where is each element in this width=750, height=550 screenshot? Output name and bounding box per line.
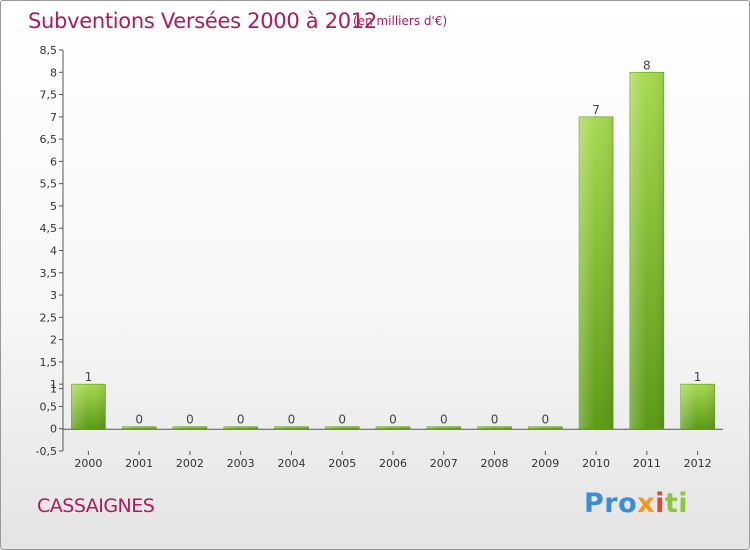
bar-shine-2000 [71,384,106,429]
bar-shine-2003 [223,426,258,429]
y-tick-label: 1,5 [40,356,58,369]
y-tick-label: 1 [50,378,57,391]
y-tick-label: 7 [50,111,57,124]
logo-part-1: Pro [584,488,638,519]
x-tick-label-2002: 2002 [176,457,204,470]
y-tick-label: 5 [50,200,57,213]
chart-axes: -0,500,5111,522,533,544,555,566,577,588,… [36,44,723,458]
data-label-2010: 7 [592,103,600,117]
logo-part-3: i [655,488,665,519]
data-label-2000: 1 [85,370,93,384]
data-label-2007: 0 [440,413,448,427]
chart-subtitle: (en milliers d'€) [353,14,448,28]
bar-shine-2001 [122,426,157,429]
y-tick-label: 0,5 [40,400,58,413]
x-tick-label-2010: 2010 [582,457,610,470]
y-tick-label: 4 [50,245,57,258]
y-tick-label: 3 [50,289,57,302]
data-label-2004: 0 [288,413,296,427]
proxiti-logo[interactable]: Proxiti [584,488,688,519]
y-tick-label: 3,5 [40,267,58,280]
logo-part-2: x [637,488,656,519]
data-label-2012: 1 [694,370,702,384]
bar-shine-2009 [528,426,563,429]
x-tick-label-2008: 2008 [481,457,509,470]
data-label-2009: 0 [541,413,549,427]
logo-part-4: ti [664,488,689,519]
bar-shine-2007 [426,426,461,429]
y-tick-label: -0,5 [36,445,57,458]
y-tick-label: 1 [50,383,57,396]
x-tick-label-2001: 2001 [125,457,153,470]
x-tick-label-2006: 2006 [379,457,407,470]
commune-name: CASSAIGNES [37,495,155,517]
y-tick-label: 0 [50,423,57,436]
x-tick-label-2004: 2004 [277,457,305,470]
y-tick-label: 5,5 [40,178,58,191]
data-label-2011: 8 [643,58,651,72]
bar-shine-2005 [325,426,360,429]
bar-shine-2012 [680,384,715,429]
y-tick-label: 8,5 [40,44,58,57]
y-tick-label: 2,5 [40,311,58,324]
y-tick-label: 8 [50,66,57,79]
x-tick-label-2011: 2011 [633,457,661,470]
x-tick-label-2009: 2009 [531,457,559,470]
data-label-2003: 0 [237,413,245,427]
y-tick-label: 4,5 [40,222,58,235]
data-label-2006: 0 [389,413,397,427]
data-label-2002: 0 [186,413,194,427]
x-tick-label-2005: 2005 [328,457,356,470]
bar-shine-2004 [274,426,309,429]
data-label-2001: 0 [135,413,143,427]
chart-bars [71,71,715,430]
bar-shine-2008 [477,426,512,429]
bar-shine-2011 [629,72,664,429]
x-tick-label-2007: 2007 [430,457,458,470]
y-tick-label: 2 [50,334,57,347]
x-tick-label-2012: 2012 [684,457,712,470]
chart-title: Subventions Versées 2000 à 2012 [28,9,377,33]
bar-shine-2002 [172,426,207,429]
y-tick-label: 6 [50,155,57,168]
y-tick-label: 6,5 [40,133,58,146]
x-tick-label-2000: 2000 [74,457,102,470]
data-label-2005: 0 [338,413,346,427]
data-label-2008: 0 [491,413,499,427]
chart-labels: 1 2000 0 2001 0 2002 0 2003 0 2004 0 2005 0 2006 0 2007… [74,58,711,470]
y-tick-label: 7,5 [40,89,58,102]
bar-shine-2010 [579,116,614,429]
bar-shine-2006 [376,426,410,429]
x-tick-label-2003: 2003 [227,457,255,470]
